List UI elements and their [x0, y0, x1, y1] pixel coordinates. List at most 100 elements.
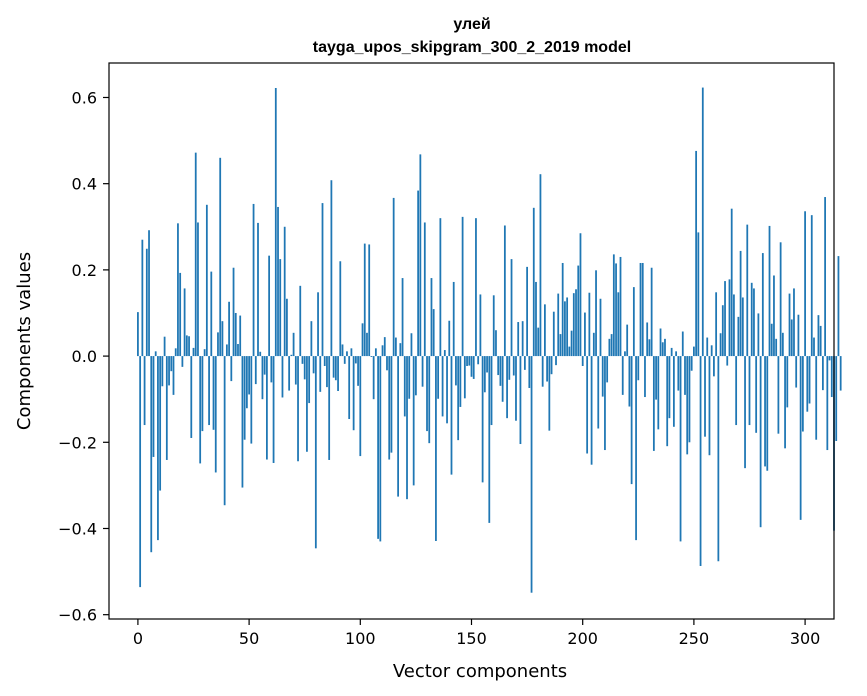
- bar: [748, 356, 751, 426]
- bar: [835, 356, 838, 441]
- bar: [777, 356, 780, 434]
- bar: [621, 356, 624, 395]
- bar: [297, 356, 299, 462]
- bar: [506, 356, 508, 419]
- bar: [223, 356, 226, 506]
- bar: [530, 356, 533, 593]
- bar: [348, 356, 351, 420]
- bar: [548, 356, 551, 431]
- bar: [337, 356, 339, 391]
- bar: [721, 305, 724, 357]
- bar: [797, 314, 800, 357]
- bar: [430, 278, 433, 357]
- x-tick-label: 150: [456, 629, 487, 648]
- bar: [177, 223, 179, 357]
- bar: [192, 347, 195, 357]
- bar: [428, 356, 431, 444]
- bar: [828, 356, 831, 361]
- bar: [806, 356, 809, 412]
- bar: [672, 356, 675, 427]
- bar: [339, 261, 342, 357]
- bar: [383, 337, 386, 357]
- bar: [403, 356, 406, 417]
- x-tick-label: 50: [239, 629, 259, 648]
- bar: [710, 345, 713, 357]
- bar: [481, 356, 484, 483]
- bar: [321, 203, 324, 357]
- bar: [145, 248, 148, 357]
- bar: [764, 356, 766, 467]
- bar: [179, 272, 182, 357]
- bar: [239, 315, 242, 357]
- bar: [346, 351, 348, 357]
- bar: [746, 224, 749, 357]
- bar: [561, 262, 564, 357]
- y-axis-ticks: −0.6 −0.4 −0.2 0.0 0.2 0.4 0.6: [58, 88, 109, 625]
- bar: [724, 281, 726, 357]
- bar: [495, 330, 497, 357]
- bar: [323, 356, 326, 366]
- bar: [374, 348, 377, 357]
- bar: [508, 356, 511, 380]
- bar: [790, 319, 793, 357]
- bar: [419, 154, 422, 357]
- bar: [268, 255, 271, 357]
- bar: [261, 356, 264, 400]
- bar: [750, 282, 753, 357]
- bar: [390, 356, 393, 453]
- bar: [528, 356, 531, 388]
- bar: [755, 356, 758, 433]
- bar: [279, 259, 282, 357]
- bar: [515, 356, 517, 421]
- bar: [441, 356, 444, 417]
- bar: [312, 356, 315, 374]
- bar: [784, 356, 786, 449]
- bar: [686, 356, 689, 455]
- bar: [466, 356, 468, 366]
- bar: [332, 356, 335, 378]
- bar: [581, 356, 584, 366]
- bar: [552, 311, 555, 357]
- bar: [839, 356, 842, 391]
- bar: [650, 267, 653, 357]
- bar: [354, 356, 357, 364]
- bar: [359, 356, 362, 457]
- bar: [185, 335, 188, 357]
- y-tick-label: −0.4: [58, 519, 97, 538]
- bar: [310, 321, 313, 357]
- bar: [606, 356, 609, 383]
- bar: [288, 356, 291, 391]
- bar: [759, 356, 762, 528]
- bar: [675, 351, 677, 357]
- bar: [415, 356, 417, 396]
- bar: [270, 356, 273, 383]
- bar: [161, 356, 164, 387]
- bar: [559, 334, 562, 357]
- bar: [232, 267, 235, 357]
- bar: [526, 266, 528, 357]
- bar: [799, 356, 802, 520]
- bar: [423, 222, 426, 357]
- bar: [517, 322, 520, 357]
- bar: [488, 356, 491, 523]
- bar: [695, 150, 698, 357]
- bar: [272, 356, 275, 463]
- bar: [541, 356, 544, 387]
- bar: [221, 321, 224, 357]
- bar: [637, 356, 640, 381]
- bar: [230, 356, 233, 382]
- bar: [183, 288, 186, 357]
- bar: [655, 356, 657, 400]
- bar: [343, 356, 346, 364]
- bar: [735, 356, 738, 426]
- bar: [141, 239, 144, 357]
- bar: [334, 356, 337, 381]
- x-axis-ticks: 0 50 100 150 200 250 300: [133, 619, 820, 648]
- bar: [245, 356, 248, 409]
- bar: [761, 253, 764, 357]
- bar: [773, 275, 775, 357]
- bar: [706, 337, 709, 357]
- bar: [532, 207, 535, 357]
- y-axis-label: Components values: [14, 252, 35, 430]
